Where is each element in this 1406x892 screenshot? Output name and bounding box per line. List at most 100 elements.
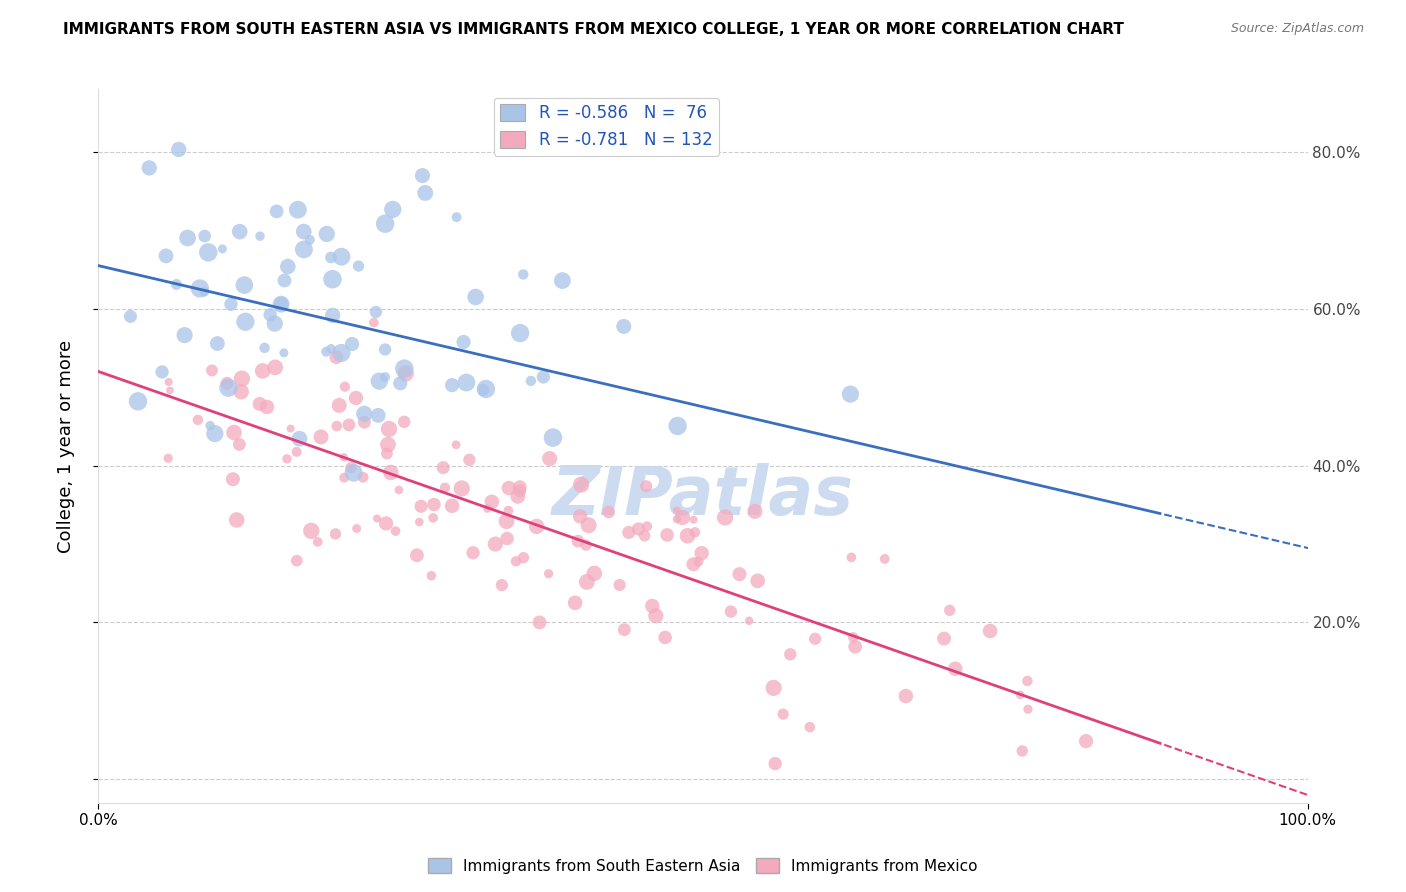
Point <box>375 516 398 531</box>
Point <box>575 538 598 552</box>
Point <box>252 364 274 378</box>
Point <box>932 632 955 646</box>
Point <box>333 450 356 465</box>
Point <box>609 578 631 592</box>
Point <box>366 511 388 525</box>
Point <box>444 438 467 452</box>
Point <box>772 707 794 722</box>
Point <box>249 229 271 244</box>
Point <box>377 437 399 451</box>
Point <box>763 756 786 771</box>
Point <box>256 400 278 414</box>
Point <box>458 452 481 467</box>
Point <box>441 499 464 513</box>
Point <box>943 662 966 676</box>
Point <box>253 341 276 355</box>
Point <box>666 419 689 434</box>
Point <box>598 505 620 519</box>
Point <box>292 225 315 239</box>
Point <box>326 419 349 434</box>
Point <box>578 518 600 533</box>
Point <box>461 546 484 560</box>
Point <box>374 370 396 384</box>
Point <box>839 387 862 401</box>
Point <box>159 384 181 398</box>
Point <box>277 260 299 274</box>
Point <box>342 466 364 480</box>
Point <box>353 407 375 421</box>
Point <box>264 360 287 375</box>
Point <box>187 413 209 427</box>
Point <box>665 512 688 526</box>
Point <box>654 631 676 645</box>
Point <box>841 550 863 565</box>
Point <box>506 489 529 503</box>
Point <box>498 481 520 495</box>
Point <box>364 305 387 319</box>
Point <box>613 319 636 334</box>
Point <box>231 372 253 386</box>
Point <box>325 350 347 364</box>
Point <box>321 272 343 286</box>
Y-axis label: College, 1 year or more: College, 1 year or more <box>56 340 75 552</box>
Point <box>690 546 713 560</box>
Point <box>512 550 534 565</box>
Point <box>188 281 211 295</box>
Point <box>389 376 412 391</box>
Point <box>762 681 785 695</box>
Point <box>330 346 353 360</box>
Point <box>617 525 640 540</box>
Point <box>491 578 513 592</box>
Point <box>285 554 308 568</box>
Point <box>655 528 678 542</box>
Point <box>676 529 699 543</box>
Point <box>298 233 321 247</box>
Point <box>938 603 960 617</box>
Point <box>333 471 356 485</box>
Point <box>392 415 415 429</box>
Point <box>193 285 215 299</box>
Point <box>319 342 342 356</box>
Point <box>337 417 360 432</box>
Point <box>744 504 766 518</box>
Point <box>315 344 337 359</box>
Point <box>453 334 475 349</box>
Point <box>352 470 374 484</box>
Point <box>636 479 658 493</box>
Point <box>464 290 486 304</box>
Point <box>235 315 257 329</box>
Point <box>211 242 233 256</box>
Point <box>509 483 531 498</box>
Point <box>537 566 560 581</box>
Point <box>529 615 551 630</box>
Point <box>979 624 1001 638</box>
Point <box>406 548 429 562</box>
Point <box>569 509 592 524</box>
Point <box>330 250 353 264</box>
Point <box>409 500 432 514</box>
Point <box>475 382 498 396</box>
Point <box>1017 702 1039 716</box>
Point <box>804 632 827 646</box>
Point <box>583 566 606 581</box>
Point <box>222 472 245 486</box>
Point <box>231 384 253 399</box>
Point <box>217 381 239 395</box>
Point <box>299 524 322 538</box>
Point <box>873 552 896 566</box>
Text: Source: ZipAtlas.com: Source: ZipAtlas.com <box>1230 22 1364 36</box>
Point <box>388 483 411 497</box>
Point <box>564 596 586 610</box>
Point <box>541 431 564 445</box>
Point <box>446 210 468 224</box>
Point <box>263 317 285 331</box>
Point <box>270 297 292 311</box>
Point <box>270 297 292 311</box>
Point <box>1010 688 1032 702</box>
Point <box>340 337 363 351</box>
Point <box>325 527 347 541</box>
Point <box>682 558 704 572</box>
Point <box>307 535 329 549</box>
Point <box>157 375 180 389</box>
Point <box>228 225 250 239</box>
